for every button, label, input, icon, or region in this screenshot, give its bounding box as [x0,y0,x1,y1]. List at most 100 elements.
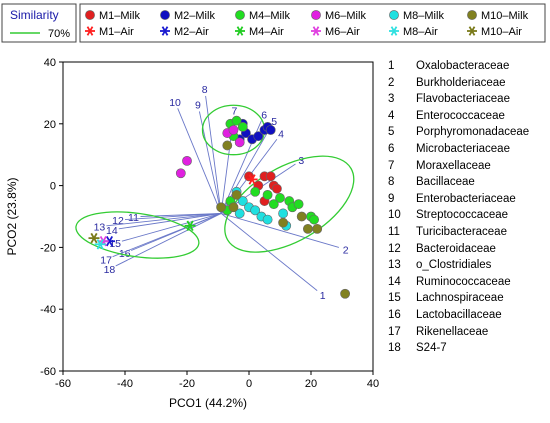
taxa-item-17: 17 Rikenellaceae [380,324,548,341]
y-axis-label: PCO2 (23.8%) [5,177,19,255]
taxa-number: 1 [388,60,395,72]
taxa-name: Moraxellaceae [416,159,491,172]
taxa-name: Oxalobacteraceae [416,60,510,72]
legend-label-0: M1–Milk [99,10,140,22]
taxa-item-5: 5 Porphyromonadaceae [380,124,548,141]
vector-label-5: 5 [271,116,277,128]
point-m8-milk-6 [262,214,273,225]
taxa-number: 4 [388,109,395,122]
point-m10-air [88,232,100,244]
legend-marker-9 [389,26,399,36]
point-m8-air [94,239,106,250]
similarity-legend-box [1,3,77,43]
point-m4-milk-8 [275,193,285,203]
legend-label-5: M4–Air [249,26,284,38]
vector-label-9: 9 [195,100,201,112]
taxa-item-13: 13 o_Clostridiales [380,257,548,274]
legend-label-11: M10–Air [481,26,522,38]
taxa-item-10: 10 Streptococcaceae [380,207,548,224]
vector-label-12: 12 [112,215,124,227]
point-m4-milk-7 [268,199,279,210]
point-m10-milk-8 [312,223,323,234]
legend-label-10: M10–Milk [481,10,529,22]
vector-label-14: 14 [106,225,118,237]
point-m1-milk-6 [271,183,282,194]
taxa-name: Enterococcaceae [416,109,505,122]
x-tick-label: 20 [305,378,317,390]
taxa-name: Rikenellaceae [416,325,489,338]
point-m6-milk-2 [175,168,186,179]
point-m10-milk-3 [216,202,226,213]
vector-line-13 [106,212,222,227]
legend-marker-2 [160,10,170,20]
taxa-name: Turicibacteraceae [416,225,507,238]
legend-label-1: M1–Air [99,26,134,38]
taxa-number: 12 [388,242,401,255]
point-m10-milk-9 [340,288,350,299]
taxa-name: Bacteroidaceae [416,242,496,255]
vector-label-8: 8 [202,84,208,96]
point-m6-milk-5 [234,137,245,148]
vector-line-15 [121,212,222,242]
similarity-ellipse-3 [75,211,200,259]
taxa-item-12: 12 Bacteroidaceae [380,241,548,258]
point-m10-milk-7 [302,223,313,234]
taxa-item-14: 14 Ruminococcaceae [380,274,548,291]
legend-marker-11 [467,26,477,36]
point-m10-milk-2 [228,202,239,213]
point-m2-milk-5 [253,131,264,142]
taxa-item-4: 4 Enterococcaceae [380,108,548,125]
taxa-number: 2 [388,76,395,89]
y-tick-label: -40 [40,304,56,316]
legend-marker-7 [311,26,321,36]
taxa-name: Porphyromonadaceae [416,126,530,139]
legend-marker-3 [160,26,170,36]
y-tick-label: 20 [44,119,56,131]
point-m10-milk-5 [278,217,288,228]
taxa-number: 10 [388,209,401,222]
taxa-name: Flavobacteriaceae [416,93,510,106]
point-m1-air [246,174,258,185]
legend-marker-1 [85,26,95,36]
plot-frame [62,61,374,372]
y-tick-label: -60 [40,366,56,378]
taxa-number: 7 [388,159,395,172]
legend-marker-0 [85,10,95,20]
x-tick-label: -20 [179,378,195,390]
x-tick-label: -40 [117,378,133,390]
point-m6-milk-4 [228,125,239,135]
point-m4-milk-3 [237,121,248,132]
similarity-legend-title: Similarity [10,8,59,22]
taxa-number: 5 [388,126,395,139]
taxa-key: 1 Oxalobacteraceae 2 Burkholderiaceae 3 Flavo… [380,58,548,357]
x-tick-label: -60 [55,378,71,390]
taxa-item-11: 11 Turicibacteraceae [380,224,548,241]
taxa-name: Burkholderiaceae [416,76,506,89]
point-m6-milk-1 [182,155,192,166]
vector-label-4: 4 [278,129,284,141]
taxa-name: Lachnospiraceae [416,292,504,305]
point-m2-milk-8 [265,125,276,135]
taxa-name: S24-7 [416,342,447,355]
point-m1-milk-3 [265,171,276,182]
taxa-item-6: 6 Microbacteriaceae [380,141,548,158]
taxa-number: 15 [388,292,401,305]
taxa-name: Enterobacteriaceae [416,192,516,205]
point-m4-air [184,220,196,231]
x-tick-label: 0 [246,378,252,390]
point-m10-milk-6 [296,211,307,222]
taxa-number: 18 [388,342,401,355]
point-m4-milk-2 [231,115,242,126]
vector-label-7: 7 [231,106,237,118]
legend-marker-8 [389,10,399,20]
point-m10-milk-1 [222,140,233,151]
vector-label-2: 2 [343,244,349,256]
point-m8-milk-9 [234,208,245,219]
taxa-number: 6 [388,142,395,155]
vector-label-11: 11 [128,212,139,224]
vector-label-10: 10 [169,97,181,109]
taxa-item-9: 9 Enterobacteriaceae [380,191,548,208]
point-m4-milk-6 [262,189,273,200]
